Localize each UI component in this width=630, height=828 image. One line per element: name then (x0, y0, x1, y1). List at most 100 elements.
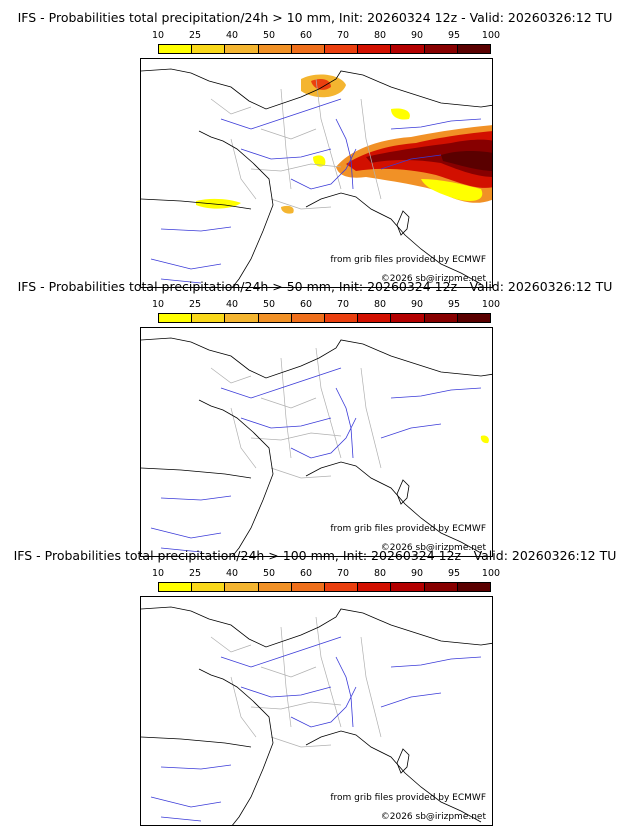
panel-title: IFS - Probabilities total precipitation/… (13, 548, 617, 563)
coastline (141, 337, 492, 556)
colorbar-tick-label: 10 (151, 30, 165, 41)
colorbar-swatch (159, 45, 193, 53)
credit-source: from grib files provided by ECMWF (330, 255, 486, 265)
colorbar-swatch (325, 583, 359, 591)
region-borders (210, 347, 382, 479)
precip-area (366, 139, 492, 177)
colorbar-swatch (258, 583, 292, 591)
map-panel-100mm: IFS - Probabilities total precipitation/… (0, 548, 630, 826)
colorbar-tick-label: 90 (410, 30, 424, 41)
colorbar-swatch (192, 45, 226, 53)
colorbar-swatch (424, 583, 458, 591)
colorbar-tick-label: 25 (188, 299, 202, 310)
colorbar-swatch (291, 45, 326, 53)
colorbar-swatch (358, 314, 392, 322)
map-panel-10mm: IFS - Probabilities total precipitation/… (0, 10, 630, 288)
colorbar-swatch (159, 583, 193, 591)
colorbar-swatch (192, 314, 226, 322)
colorbar-swatch (325, 45, 359, 53)
colorbar-swatch (291, 314, 326, 322)
colorbar-swatch (457, 314, 491, 322)
rivers (150, 367, 482, 553)
precip-map: from grib files provided by ECMWF ©2026 … (140, 58, 493, 288)
credit-copyright: ©2026 sb@irizpme.net (380, 274, 486, 284)
colorbar-swatch (192, 583, 226, 591)
credit-source: from grib files provided by ECMWF (330, 793, 486, 803)
rivers (150, 98, 482, 284)
colorbar-tick-label: 40 (225, 299, 239, 310)
colorbar (158, 313, 491, 323)
precip-map: from grib files provided by ECMWF ©2026 … (140, 596, 493, 826)
precip-area (421, 179, 483, 201)
colorbar-tick-label: 95 (447, 568, 461, 579)
colorbar-swatch (424, 314, 458, 322)
colorbar-swatch (159, 314, 193, 322)
precip-map: from grib files provided by ECMWF ©2026 … (140, 327, 493, 557)
colorbar-swatch (225, 45, 259, 53)
colorbar-tick-label: 60 (299, 568, 313, 579)
colorbar-tick-label: 90 (410, 299, 424, 310)
credit-copyright: ©2026 sb@irizpme.net (380, 543, 486, 553)
colorbar-tick-label: 10 (151, 568, 165, 579)
colorbar-tick-label: 40 (225, 30, 239, 41)
precip-area (196, 198, 241, 209)
colorbar-swatch (391, 314, 425, 322)
colorbar (158, 582, 491, 592)
corsica-outline (396, 748, 410, 774)
colorbar-tick-label: 60 (299, 299, 313, 310)
corsica-outline (396, 210, 410, 236)
france-map-svg (141, 606, 492, 825)
colorbar-tick-label: 95 (447, 299, 461, 310)
france-map-svg (141, 337, 492, 556)
colorbar-tick-label: 80 (373, 299, 387, 310)
colorbar-swatch (358, 45, 392, 53)
colorbar-tick-label: 100 (481, 299, 501, 310)
colorbar-tick-label: 60 (299, 30, 313, 41)
colorbar-tick-label: 80 (373, 30, 387, 41)
colorbar-swatch (291, 583, 326, 591)
precip-area (281, 205, 294, 214)
panel-title: IFS - Probabilities total precipitation/… (17, 279, 613, 294)
colorbar-tick-label: 70 (336, 30, 350, 41)
colorbar-swatch (457, 45, 491, 53)
france-map-svg (141, 68, 492, 287)
colorbar-swatch (391, 583, 425, 591)
colorbar-tick-label: 25 (188, 568, 202, 579)
colorbar-tick-label: 100 (481, 568, 501, 579)
precip-area (441, 151, 492, 171)
colorbar-ticks: 10 25 40 50 60 70 80 90 95 100 (152, 30, 500, 42)
credit-source: from grib files provided by ECMWF (330, 524, 486, 534)
precip-area (391, 108, 410, 120)
colorbar-ticks: 10 25 40 50 60 70 80 90 95 100 (152, 299, 500, 311)
precip-area (313, 155, 326, 167)
colorbar-tick-label: 80 (373, 568, 387, 579)
colorbar-tick-label: 50 (262, 568, 276, 579)
colorbar-swatch (225, 583, 259, 591)
colorbar-swatch (391, 45, 425, 53)
colorbar-swatch (358, 583, 392, 591)
colorbar-tick-label: 100 (481, 30, 501, 41)
colorbar-swatch (258, 45, 292, 53)
colorbar-tick-label: 50 (262, 30, 276, 41)
colorbar-tick-label: 40 (225, 568, 239, 579)
coastline (141, 68, 492, 287)
rivers (150, 636, 482, 822)
panel-title: IFS - Probabilities total precipitation/… (17, 10, 613, 25)
colorbar-ticks: 10 25 40 50 60 70 80 90 95 100 (152, 568, 500, 580)
colorbar-swatch (457, 583, 491, 591)
colorbar-tick-label: 70 (336, 568, 350, 579)
colorbar-swatch (325, 314, 359, 322)
region-borders (210, 616, 382, 748)
credit-copyright: ©2026 sb@irizpme.net (380, 812, 486, 822)
colorbar-tick-label: 50 (262, 299, 276, 310)
colorbar-swatch (424, 45, 458, 53)
map-panel-50mm: IFS - Probabilities total precipitation/… (0, 279, 630, 557)
colorbar-tick-label: 70 (336, 299, 350, 310)
colorbar-tick-label: 25 (188, 30, 202, 41)
coastline (141, 606, 492, 825)
colorbar (158, 44, 491, 54)
colorbar-tick-label: 95 (447, 30, 461, 41)
colorbar-tick-label: 10 (151, 299, 165, 310)
precip-area (480, 435, 489, 444)
colorbar-swatch (225, 314, 259, 322)
